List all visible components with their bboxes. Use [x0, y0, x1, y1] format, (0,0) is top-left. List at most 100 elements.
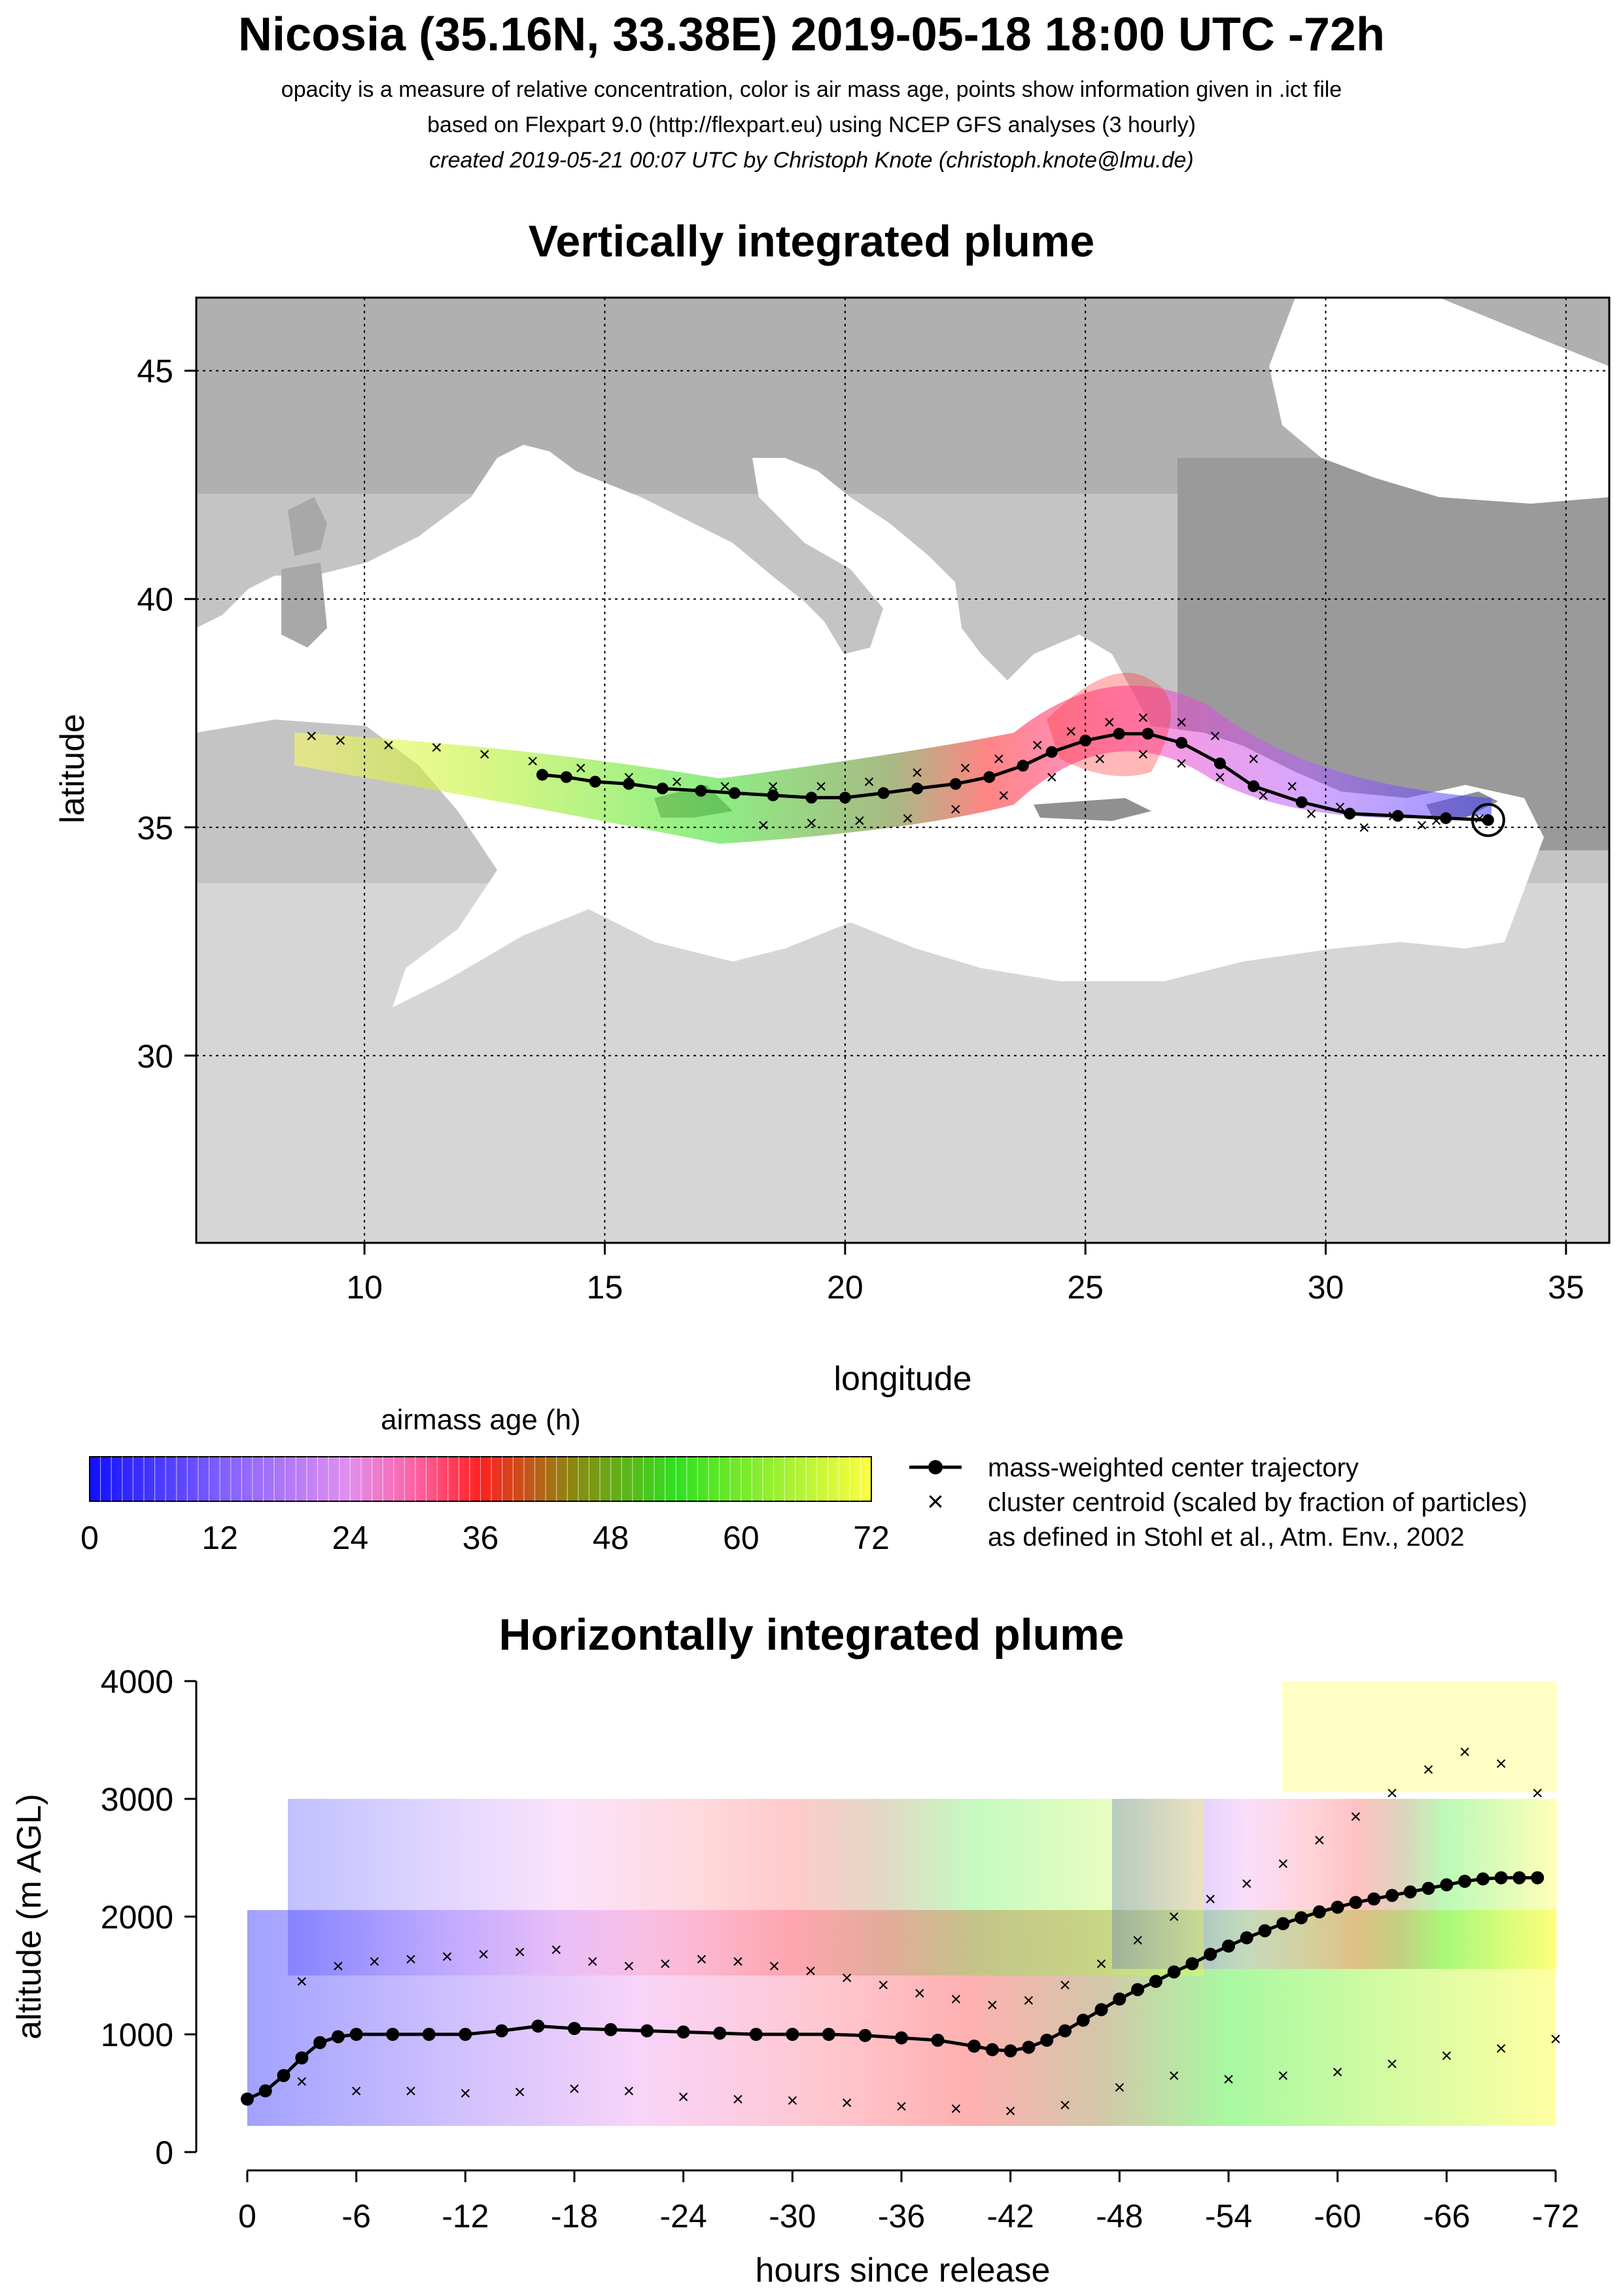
map-trajectory-point: [560, 771, 572, 783]
map-centroid-marker: ×: [1306, 803, 1318, 825]
map-x-ticks: 10 15 20 25 30 35: [346, 1243, 1584, 1306]
map-x-tick-label: 10: [346, 1269, 383, 1306]
map-trajectory-point: [695, 784, 707, 797]
map-centroid-marker: ×: [527, 751, 539, 773]
map-trajectory-point: [1295, 796, 1308, 809]
vertical-x-tick-label: -60: [1314, 2198, 1361, 2235]
map-centroid-marker: ×: [1138, 707, 1149, 729]
vertical-trajectory-point: [495, 2024, 508, 2038]
vertical-centroid-marker: ×: [769, 1956, 780, 1977]
vertical-centroid-marker: ×: [1168, 1906, 1180, 1928]
vertical-centroid-marker: ×: [1278, 1853, 1289, 1875]
map-trajectory-point: [1079, 735, 1092, 747]
vertical-centroid-marker: ×: [1550, 2028, 1562, 2050]
vertical-centroid-marker: ×: [1005, 2100, 1017, 2122]
map-x-tick-label: 20: [827, 1269, 864, 1306]
vertical-centroid-marker: ×: [550, 1939, 562, 1960]
vertical-x-tick-label: -48: [1096, 2198, 1143, 2235]
map-cluster-centroids: ××××××××××××××××××××××××××××××××××××××××…: [306, 707, 1486, 839]
vertical-centroid-marker: ×: [1096, 1953, 1108, 1975]
vertical-centroid-marker: ×: [914, 1983, 926, 2004]
map-centroid-marker: ×: [854, 810, 865, 831]
map-x-tick-label: 35: [1548, 1269, 1584, 1306]
crete: [1034, 798, 1151, 821]
map-centroid-marker: ×: [1214, 767, 1226, 788]
colorbar-tick-label: 24: [332, 1520, 369, 1556]
map-trajectory-point: [1017, 759, 1029, 772]
vertical-trajectory-point: [1276, 1917, 1290, 1930]
subtitle-created: created 2019-05-21 00:07 UTC by Christop…: [429, 148, 1194, 173]
vertical-centroid-marker: ×: [805, 1960, 816, 1982]
map-trajectory-point: [949, 778, 962, 790]
vertical-trajectory-point: [1167, 1965, 1181, 1979]
vertical-centroid-marker: ×: [478, 1944, 489, 1966]
vertical-trajectory-point: [1331, 1900, 1344, 1914]
map-centroid-marker: ×: [1138, 744, 1149, 765]
vertical-trajectory-point: [1531, 1871, 1544, 1885]
vertical-trajectory-point: [1003, 2044, 1017, 2058]
map-trajectory-point: [1248, 780, 1260, 792]
vertical-trajectory-point: [1476, 1872, 1490, 1886]
map-trajectory-point: [1045, 746, 1058, 758]
vertical-trajectory-point: [349, 2028, 363, 2041]
vertical-centroid-marker: ×: [405, 2080, 417, 2102]
map-centroid-marker: ×: [306, 725, 318, 747]
vertical-trajectory-point: [676, 2025, 690, 2039]
vertical-x-axis-label: hours since release: [756, 2252, 1051, 2289]
vertical-x-tick-label: -30: [769, 2198, 816, 2235]
map-centroid-marker: ×: [950, 799, 962, 820]
colorbar-title: airmass age (h): [381, 1404, 581, 1436]
vertical-trajectory-point: [386, 2028, 400, 2041]
vertical-centroid-marker: ×: [1023, 1990, 1035, 2011]
map-trajectory-point: [911, 782, 924, 795]
map-centroid-marker: ×: [815, 776, 827, 797]
map-centroid-marker: ×: [383, 735, 394, 756]
map-trajectory-point: [839, 791, 851, 804]
vertical-centroid-marker: ×: [1350, 1806, 1362, 1828]
vertical-trajectory-point: [968, 2040, 981, 2053]
vertical-x-tick-label: -18: [551, 2198, 598, 2235]
vertical-trajectory-point: [1494, 1871, 1508, 1885]
map-centroid-marker: ×: [1176, 753, 1187, 774]
map-trajectory-point: [1344, 807, 1356, 820]
vertical-centroid-marker: ×: [587, 1951, 599, 1972]
vertical-plume-band: [247, 1681, 1557, 2126]
vertical-y-tick-label: 3000: [101, 1781, 173, 1818]
vertical-centroid-marker: ×: [1495, 2038, 1507, 2060]
mediterranean-sea: [196, 445, 1544, 1007]
vertical-trajectory-point: [258, 2084, 272, 2098]
release-point-marker: [1471, 803, 1505, 837]
map-centroid-marker: ×: [671, 771, 683, 793]
vertical-centroid-marker: ×: [986, 1994, 998, 2016]
vertical-trajectory-point: [241, 2093, 254, 2106]
vertical-trajectory-point: [1258, 1924, 1272, 1938]
vertical-trajectory-point: [1295, 1911, 1308, 1924]
vertical-centroid-marker: ×: [1314, 1830, 1325, 1851]
map-x-tick-label: 15: [587, 1269, 623, 1306]
vertical-trajectory-point: [1422, 1881, 1435, 1895]
vertical-trajectory-point: [713, 2026, 727, 2040]
map-trajectory-point: [1213, 757, 1226, 770]
vertical-centroid-marker: ×: [696, 1949, 708, 1970]
map-frame: [195, 296, 1611, 1244]
vertical-trajectory-point: [295, 2051, 309, 2064]
vertical-y-axis-label: altitude (m AGL): [10, 1794, 48, 2040]
vertical-trajectory-point: [1149, 1975, 1162, 1988]
vertical-trajectory-point: [1403, 1885, 1417, 1899]
map-y-tick-label: 30: [137, 1038, 173, 1075]
vertical-x-tick-label: -42: [987, 2198, 1034, 2235]
plume-band: [294, 672, 1492, 844]
map-trajectory-point: [983, 771, 996, 783]
vertical-x-ticks: 0 -6 -12 -18 -24 -30 -36 -42 -48 -54 -60 -66 -72: [238, 2170, 1579, 2235]
vertical-y-tick-label: 4000: [101, 1663, 173, 1700]
page-title: Nicosia (35.16N, 33.38E) 2019-05-18 18:0…: [238, 9, 1385, 61]
vertical-centroid-marker: ×: [1386, 1783, 1398, 1804]
vertical-centroid-marker: ×: [568, 2078, 580, 2100]
vertical-centroid-marker: ×: [351, 2080, 362, 2102]
vertical-centroid-marker: ×: [296, 2071, 308, 2093]
map-trajectory-point: [1391, 810, 1404, 822]
vertical-center-trajectory-points: [241, 1871, 1544, 2106]
vertical-trajectory-point: [1222, 1939, 1235, 1953]
map-y-axis-label: latitude: [54, 714, 92, 824]
